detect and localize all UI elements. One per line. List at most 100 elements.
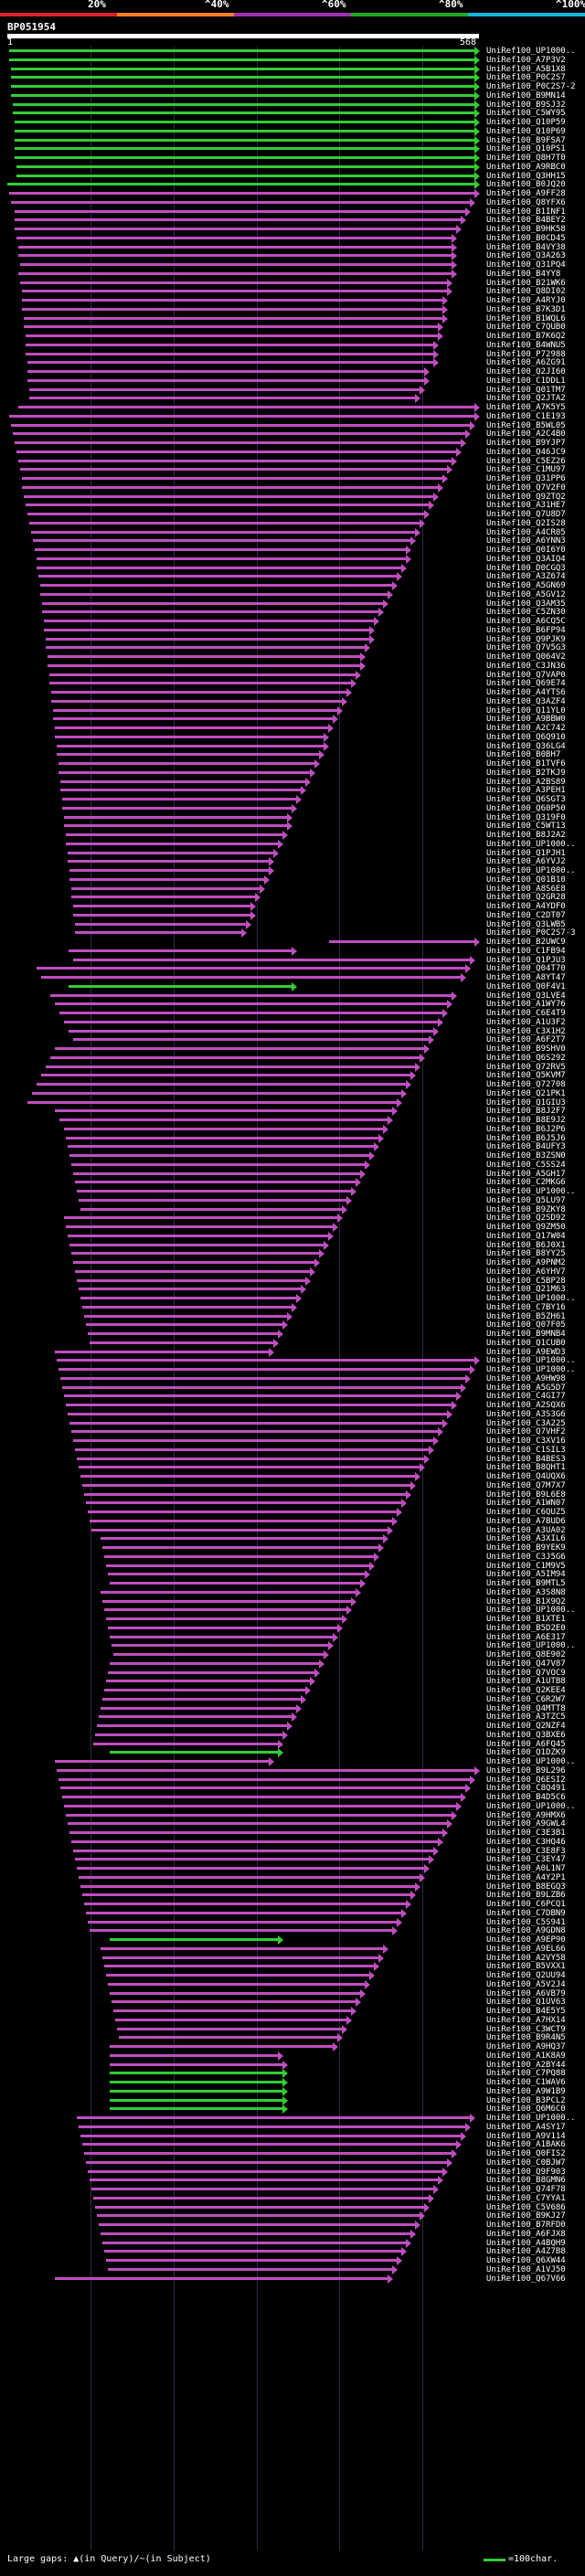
hit-label-link[interactable]: UniRef100_B5WL05 xyxy=(486,420,566,430)
hit-label-link[interactable]: UniRef100_Q5KVM7 xyxy=(486,1071,566,1081)
hit-label-link[interactable]: UniRef100_D0CGQ3 xyxy=(486,563,566,573)
hit-label-link[interactable]: UniRef100_UP1000.. xyxy=(486,839,576,849)
hit-row[interactable]: UniRef100_C6PCQ1 xyxy=(0,1900,585,1909)
hit-alignment-bar[interactable] xyxy=(55,735,324,738)
hit-label-link[interactable]: UniRef100_Q46JC9 xyxy=(486,447,566,457)
hit-row[interactable]: UniRef100_C3EY47 xyxy=(0,1855,585,1865)
hit-alignment-bar[interactable] xyxy=(11,76,474,80)
hit-label-link[interactable]: UniRef100_C3J5G6 xyxy=(486,1552,566,1562)
hit-row[interactable]: UniRef100_B4D5C6 xyxy=(0,1793,585,1802)
hit-alignment-bar[interactable] xyxy=(75,1447,429,1451)
hit-row[interactable]: UniRef100_A6YNN3 xyxy=(0,536,585,546)
hit-alignment-bar[interactable] xyxy=(113,1653,324,1656)
hit-label-link[interactable]: UniRef100_C8Q491 xyxy=(486,1784,566,1794)
hit-label-link[interactable]: UniRef100_B4BES3 xyxy=(486,1454,566,1464)
hit-row[interactable]: UniRef100_C3WCT9 xyxy=(0,2024,585,2034)
hit-row[interactable]: UniRef100_C6R2W7 xyxy=(0,1694,585,1704)
hit-row[interactable]: UniRef100_A1WN07 xyxy=(0,1499,585,1509)
hit-label-link[interactable]: UniRef100_Q6XW44 xyxy=(486,2256,566,2265)
hit-row[interactable]: UniRef100_B5VXX1 xyxy=(0,1962,585,1972)
hit-alignment-bar[interactable] xyxy=(48,663,360,667)
hit-alignment-bar[interactable] xyxy=(68,1412,447,1415)
hit-label-link[interactable]: UniRef100_C7QUB0 xyxy=(486,323,566,333)
hit-row[interactable]: UniRef100_A4Y2P1 xyxy=(0,1872,585,1882)
hit-label-link[interactable]: UniRef100_A4BQH9 xyxy=(486,2238,566,2248)
hit-alignment-bar[interactable] xyxy=(33,539,410,543)
hit-label-link[interactable]: UniRef100_B6FP94 xyxy=(486,625,566,635)
hit-row[interactable]: UniRef100_A2BS89 xyxy=(0,777,585,787)
hit-label-link[interactable]: UniRef100_C1WAV6 xyxy=(486,2078,566,2087)
hit-row[interactable]: UniRef100_Q46JC9 xyxy=(0,447,585,457)
hit-label-link[interactable]: UniRef100_B9R4N5 xyxy=(486,2033,566,2043)
hit-alignment-bar[interactable] xyxy=(110,2045,333,2048)
hit-row[interactable]: UniRef100_C1WAV6 xyxy=(0,2078,585,2087)
hit-row[interactable]: UniRef100_A1VJ50 xyxy=(0,2264,585,2274)
hit-row[interactable]: UniRef100_Q3AZF4 xyxy=(0,696,585,706)
hit-alignment-bar[interactable] xyxy=(22,477,442,480)
hit-row[interactable]: UniRef100_P0C2S7-2 xyxy=(0,82,585,91)
hit-label-link[interactable]: UniRef100_B2TKJ9 xyxy=(486,768,566,778)
hit-alignment-bar[interactable] xyxy=(62,1385,461,1389)
hit-row[interactable]: UniRef100_UP1000.. xyxy=(0,47,585,56)
hit-alignment-bar[interactable] xyxy=(64,1394,456,1398)
hit-row[interactable]: UniRef100_C1E193 xyxy=(0,411,585,421)
hit-alignment-bar[interactable] xyxy=(112,2000,356,2004)
hit-alignment-bar[interactable] xyxy=(108,1982,365,1986)
hit-alignment-bar[interactable] xyxy=(55,1002,447,1006)
hit-label-link[interactable]: UniRef100_Q2KEE4 xyxy=(486,1686,566,1695)
hit-label-link[interactable]: UniRef100_Q7V5G3 xyxy=(486,643,566,653)
hit-alignment-bar[interactable] xyxy=(58,1777,470,1781)
hit-label-link[interactable]: UniRef100_Q9PJK9 xyxy=(486,634,566,644)
hit-label-link[interactable]: UniRef100_C7YYA1 xyxy=(486,2193,566,2203)
hit-alignment-bar[interactable] xyxy=(88,1511,397,1513)
hit-alignment-bar[interactable] xyxy=(69,949,292,952)
hit-row[interactable]: UniRef100_B4E5Y5 xyxy=(0,2007,585,2016)
hit-alignment-bar[interactable] xyxy=(64,1804,456,1807)
hit-alignment-bar[interactable] xyxy=(108,1670,314,1674)
hit-row[interactable]: UniRef100_C7YYA1 xyxy=(0,2193,585,2203)
hit-alignment-bar[interactable] xyxy=(86,1911,401,1914)
hit-row[interactable]: UniRef100_C5V686 xyxy=(0,2202,585,2212)
hit-alignment-bar[interactable] xyxy=(46,646,365,650)
hit-row[interactable]: UniRef100_Q2NZF4 xyxy=(0,1722,585,1731)
hit-alignment-bar[interactable] xyxy=(110,1661,319,1665)
hit-label-link[interactable]: UniRef100_A6FJX8 xyxy=(486,2229,566,2239)
hit-row[interactable]: UniRef100_Q7M7X7 xyxy=(0,1480,585,1490)
hit-alignment-bar[interactable] xyxy=(58,1368,470,1371)
hit-alignment-bar[interactable] xyxy=(97,2214,420,2218)
hit-alignment-bar[interactable] xyxy=(77,1867,424,1870)
hit-alignment-bar[interactable] xyxy=(11,67,474,70)
hit-alignment-bar[interactable] xyxy=(110,2081,282,2083)
hit-alignment-bar[interactable] xyxy=(37,566,401,569)
hit-row[interactable]: UniRef100_B9FSA7 xyxy=(0,135,585,145)
hit-alignment-bar[interactable] xyxy=(117,2027,342,2030)
hit-row[interactable]: UniRef100_C5WT13 xyxy=(0,822,585,832)
hit-label-link[interactable]: UniRef100_A6CQ5C xyxy=(486,617,566,626)
hit-row[interactable]: UniRef100_Q4UQX6 xyxy=(0,1472,585,1481)
hit-row[interactable]: UniRef100_Q6M6C0 xyxy=(0,2104,585,2115)
hit-label-link[interactable]: UniRef100_B9MN14 xyxy=(486,90,566,101)
hit-label-link[interactable]: UniRef100_Q31PP6 xyxy=(486,474,566,483)
hit-label-link[interactable]: UniRef100_Q67V66 xyxy=(486,2274,566,2284)
hit-row[interactable]: UniRef100_A6YVJ2 xyxy=(0,857,585,867)
hit-label-link[interactable]: UniRef100_A4RYJ0 xyxy=(486,296,566,305)
hit-row[interactable]: UniRef100_C3X1H2 xyxy=(0,1026,585,1036)
hit-row[interactable]: UniRef100_Q9ZM50 xyxy=(0,1223,585,1232)
hit-row[interactable]: UniRef100_B1X9Q2 xyxy=(0,1596,585,1606)
hit-alignment-bar[interactable] xyxy=(27,378,424,382)
hit-alignment-bar[interactable] xyxy=(49,673,356,676)
hit-alignment-bar[interactable] xyxy=(57,1359,474,1362)
hit-row[interactable]: UniRef100_B2TKJ9 xyxy=(0,768,585,778)
hit-alignment-bar[interactable] xyxy=(66,1813,452,1817)
hit-row[interactable]: UniRef100_Q10P59 xyxy=(0,118,585,127)
hit-row[interactable]: UniRef100_UP1000.. xyxy=(0,1187,585,1196)
hit-alignment-bar[interactable] xyxy=(71,886,260,890)
hit-row[interactable]: UniRef100_A4CR05 xyxy=(0,527,585,537)
hit-alignment-bar[interactable] xyxy=(26,334,438,337)
hit-alignment-bar[interactable] xyxy=(58,770,310,774)
hit-label-link[interactable]: UniRef100_A9PNM2 xyxy=(486,1258,566,1267)
hit-alignment-bar[interactable] xyxy=(79,1198,346,1202)
hit-row[interactable]: UniRef100_B6FP94 xyxy=(0,625,585,635)
hit-row[interactable]: UniRef100_Q9ZTQ2 xyxy=(0,492,585,502)
hit-row[interactable]: UniRef100_Q5LU97 xyxy=(0,1195,585,1205)
